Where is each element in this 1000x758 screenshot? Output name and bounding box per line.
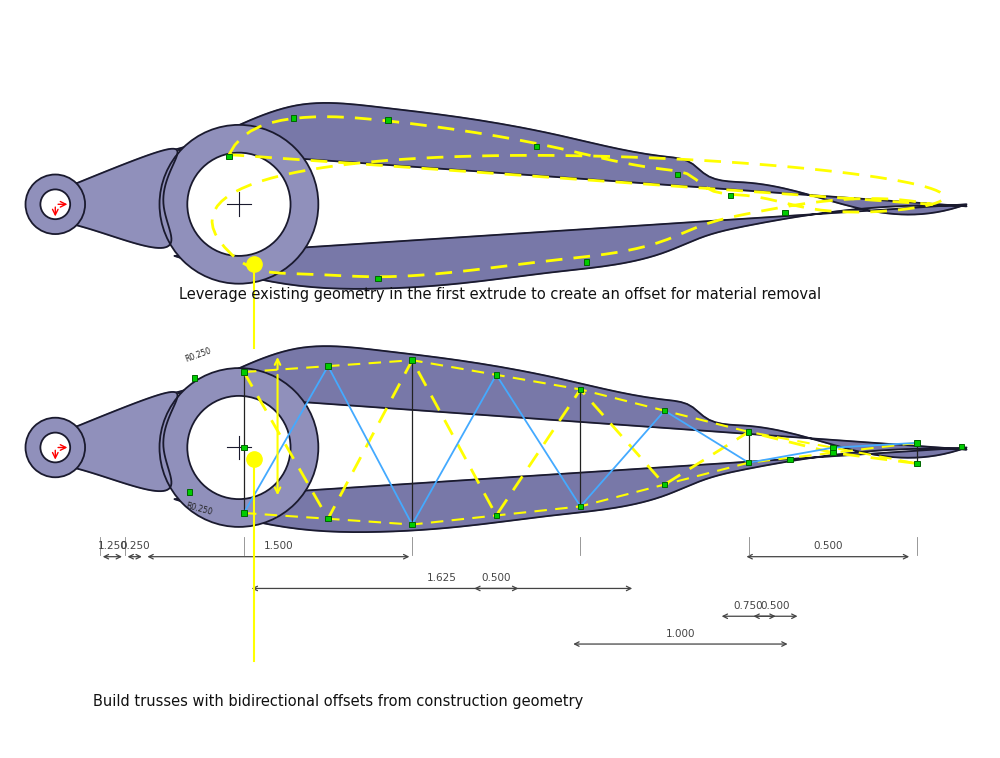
Polygon shape [174, 346, 967, 532]
Circle shape [40, 190, 70, 219]
Text: 1.625: 1.625 [427, 573, 457, 583]
Text: R0.250: R0.250 [184, 346, 213, 364]
Circle shape [26, 418, 85, 478]
Bar [675, 172, 680, 177]
Bar [291, 115, 296, 121]
Text: R0.250: R0.250 [184, 501, 213, 517]
Text: 0.750: 0.750 [734, 601, 763, 611]
Circle shape [160, 368, 318, 527]
Polygon shape [46, 392, 178, 491]
Bar [241, 369, 247, 374]
Bar [662, 408, 667, 413]
Bar [325, 363, 331, 369]
Bar [782, 209, 788, 215]
Bar [187, 490, 192, 495]
Circle shape [160, 125, 318, 283]
Circle shape [187, 152, 291, 256]
Bar [578, 387, 583, 392]
Text: 0.500: 0.500 [813, 541, 843, 551]
Bar [325, 516, 331, 522]
Text: 0.500: 0.500 [761, 601, 790, 611]
Bar [578, 503, 583, 509]
Bar [409, 358, 415, 363]
Bar [584, 259, 589, 265]
Bar [662, 482, 667, 487]
Text: 0.500: 0.500 [482, 573, 511, 583]
Bar [959, 443, 964, 449]
Bar [375, 276, 381, 281]
Bar [192, 375, 197, 381]
Text: 1.500: 1.500 [264, 541, 293, 551]
Bar [494, 372, 499, 377]
Text: 1.250: 1.250 [97, 541, 127, 551]
Bar [914, 461, 920, 466]
Text: Leverage existing geometry in the first extrude to create an offset for material: Leverage existing geometry in the first … [179, 287, 821, 302]
Circle shape [40, 433, 70, 462]
Text: Build trusses with bidirectional offsets from construction geometry: Build trusses with bidirectional offsets… [93, 694, 583, 709]
Polygon shape [46, 149, 178, 248]
Bar [494, 512, 499, 518]
Bar [534, 144, 539, 149]
Bar [914, 440, 920, 446]
Bar [241, 510, 247, 515]
Bar [746, 429, 751, 434]
Bar [830, 450, 836, 456]
Circle shape [187, 396, 291, 499]
Polygon shape [174, 103, 967, 289]
Bar [728, 193, 733, 198]
Bar [787, 456, 793, 462]
Bar [241, 445, 247, 450]
Bar [830, 445, 836, 450]
Bar [409, 522, 415, 528]
Text: 1.000: 1.000 [666, 628, 695, 638]
Text: 0.250: 0.250 [120, 541, 150, 551]
Bar [385, 117, 391, 123]
Circle shape [26, 174, 85, 234]
Bar [746, 460, 751, 465]
Bar [226, 154, 232, 159]
